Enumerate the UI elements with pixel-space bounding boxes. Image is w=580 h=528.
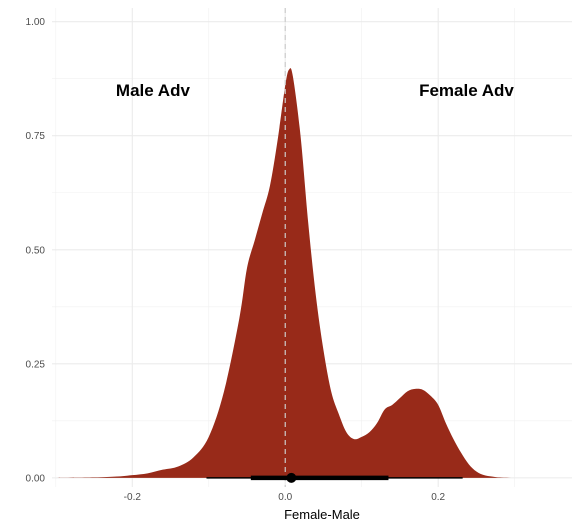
interval-bar <box>206 472 463 483</box>
y-tick-label: 0.00 <box>26 473 46 484</box>
x-tick-label: 0.0 <box>278 492 292 503</box>
grid <box>52 8 572 487</box>
density-area <box>55 68 538 478</box>
y-tick-label: 0.25 <box>26 359 46 370</box>
y-tick-label: 1.00 <box>26 17 46 28</box>
annotation-label: Male Adv <box>116 81 191 100</box>
x-axis-title: Female-Male <box>284 507 360 522</box>
x-axis-ticks: -0.2 0.0 0.2 <box>124 492 446 503</box>
y-axis-ticks: 0.00 0.25 0.50 0.75 1.00 <box>26 17 46 484</box>
annotation-label: Female Adv <box>419 81 514 100</box>
y-tick-label: 0.75 <box>26 131 46 142</box>
y-tick-label: 0.50 <box>26 245 46 256</box>
x-tick-label: -0.2 <box>124 492 142 503</box>
point-estimate <box>286 472 297 483</box>
annotations: Male Adv Female Adv <box>116 81 514 100</box>
x-tick-label: 0.2 <box>431 492 445 503</box>
